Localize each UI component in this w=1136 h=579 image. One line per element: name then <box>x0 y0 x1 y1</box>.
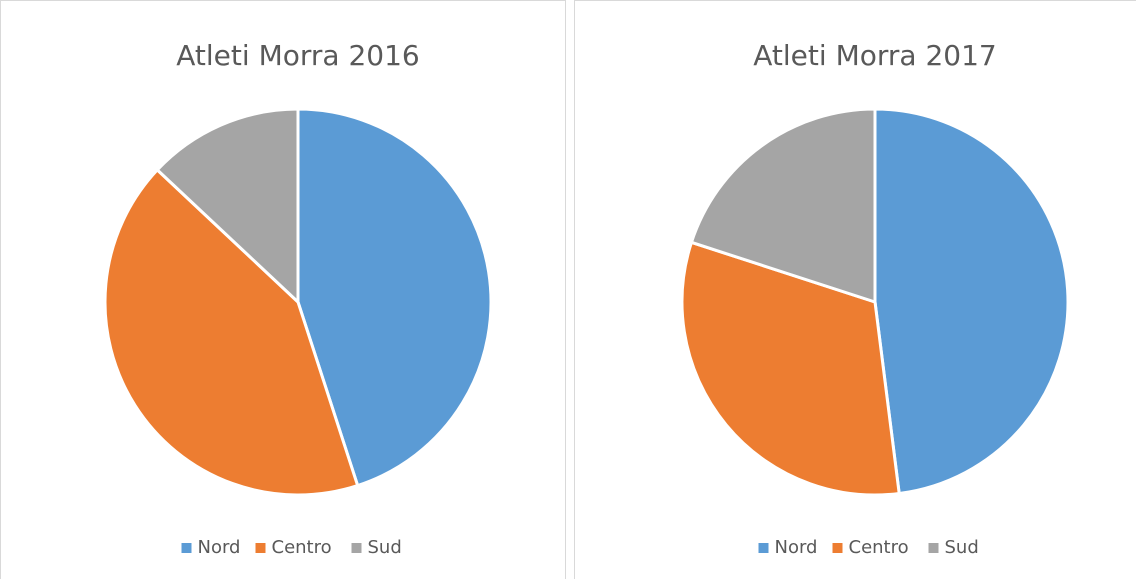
pie-slice <box>689 107 877 305</box>
legend-swatch <box>181 543 192 553</box>
legend-label: Sud <box>368 537 402 558</box>
pie-slice <box>103 167 360 497</box>
legend-label: Nord <box>775 537 818 558</box>
legend-swatch <box>832 543 843 553</box>
legend-swatch <box>758 543 769 553</box>
chart-title: Atleti Morra 2016 <box>176 39 419 72</box>
legend-label: Centro <box>272 537 332 558</box>
legend-label: Centro <box>849 537 909 558</box>
legend-label: Nord <box>198 537 241 558</box>
legend-swatch <box>255 543 266 553</box>
pie-slice <box>296 107 493 488</box>
legend-label: Sud <box>945 537 979 558</box>
legend-swatch <box>351 543 362 553</box>
pie-slice <box>680 240 901 497</box>
chart-title: Atleti Morra 2017 <box>753 39 996 72</box>
pie-slice <box>155 107 300 306</box>
pie-slice <box>873 107 1070 496</box>
legend-swatch <box>928 543 939 553</box>
